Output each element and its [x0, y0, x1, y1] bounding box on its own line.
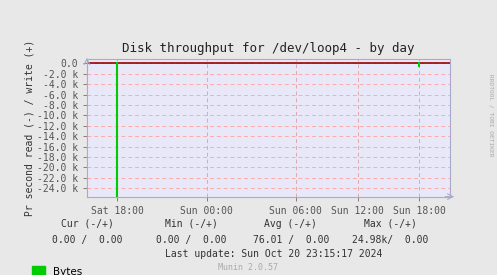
Text: Max (-/+): Max (-/+): [364, 219, 416, 229]
Legend: Bytes: Bytes: [32, 266, 83, 275]
Title: Disk throughput for /dev/loop4 - by day: Disk throughput for /dev/loop4 - by day: [122, 42, 414, 55]
Text: 24.98k/  0.00: 24.98k/ 0.00: [352, 235, 428, 245]
Text: 0.00 /  0.00: 0.00 / 0.00: [52, 235, 122, 245]
Text: Munin 2.0.57: Munin 2.0.57: [219, 263, 278, 272]
Text: Cur (-/+): Cur (-/+): [61, 219, 113, 229]
Text: 76.01 /  0.00: 76.01 / 0.00: [252, 235, 329, 245]
Y-axis label: Pr second read (-) / write (+): Pr second read (-) / write (+): [24, 40, 34, 216]
Text: Min (-/+): Min (-/+): [165, 219, 218, 229]
Text: Last update: Sun Oct 20 23:15:17 2024: Last update: Sun Oct 20 23:15:17 2024: [165, 249, 382, 259]
Text: Avg (-/+): Avg (-/+): [264, 219, 317, 229]
Text: RRDTOOL / TOBI OETIKER: RRDTOOL / TOBI OETIKER: [489, 74, 494, 157]
Text: 0.00 /  0.00: 0.00 / 0.00: [156, 235, 227, 245]
